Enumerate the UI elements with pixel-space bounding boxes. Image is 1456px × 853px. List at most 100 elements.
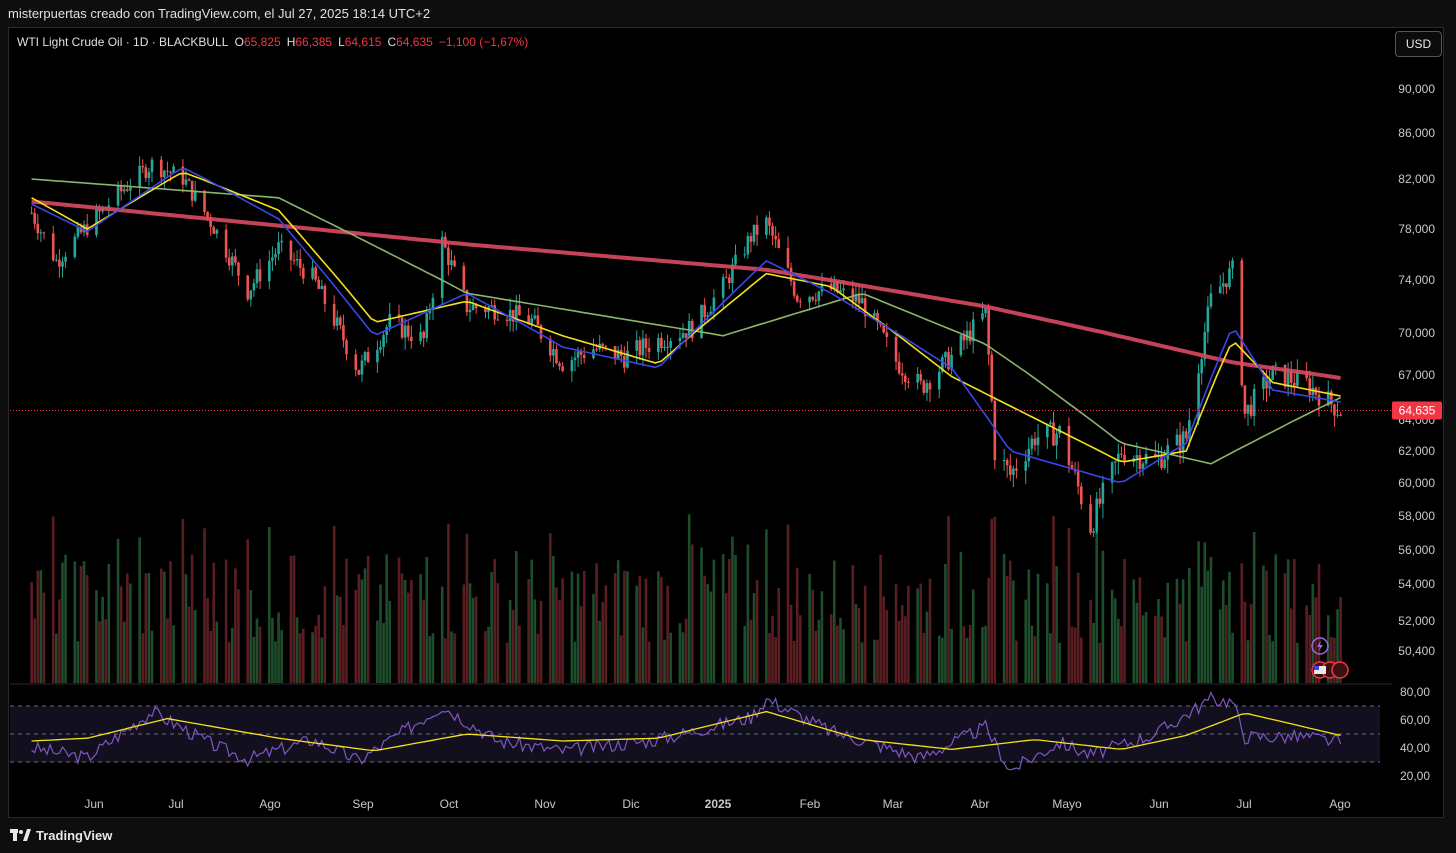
volume-bar bbox=[595, 563, 598, 683]
volume-bar bbox=[1243, 601, 1247, 683]
volume-bar bbox=[990, 518, 994, 683]
volume-bar bbox=[212, 562, 216, 683]
candle-body bbox=[1209, 293, 1213, 307]
candle-body bbox=[122, 189, 126, 192]
candle-body bbox=[684, 333, 688, 338]
volume-bar bbox=[493, 559, 496, 683]
price-axis-label: 82,000 bbox=[1398, 172, 1435, 186]
candle-body bbox=[1135, 455, 1139, 459]
volume-bar bbox=[598, 620, 601, 683]
volume-bar bbox=[1113, 598, 1117, 683]
candle-body bbox=[1110, 462, 1114, 483]
candle-body bbox=[292, 260, 296, 262]
candle-body bbox=[98, 209, 101, 212]
candle-body bbox=[1076, 471, 1080, 487]
volume-bar bbox=[39, 570, 43, 683]
candle-body bbox=[274, 254, 277, 258]
candle-body bbox=[904, 375, 907, 383]
volume-bar bbox=[382, 622, 385, 683]
tradingview-logo[interactable]: TradingView bbox=[10, 826, 112, 844]
candle-body bbox=[271, 257, 274, 261]
candle-body bbox=[854, 294, 858, 302]
volume-bar bbox=[1033, 636, 1037, 683]
volume-bar bbox=[1132, 579, 1136, 683]
volume-bar bbox=[298, 633, 302, 683]
volume-bar bbox=[511, 609, 515, 683]
candle-body bbox=[95, 209, 98, 236]
time-axis-label: Jun bbox=[1149, 797, 1168, 811]
candle-body bbox=[944, 352, 947, 358]
volume-bar bbox=[258, 626, 262, 683]
volume-bar bbox=[187, 606, 191, 683]
volume-bar bbox=[335, 595, 339, 683]
time-axis-label: Mayo bbox=[1052, 797, 1082, 811]
candle-body bbox=[51, 233, 55, 261]
volume-bar bbox=[1311, 583, 1315, 683]
volume-bar bbox=[1188, 567, 1191, 683]
volume-bar bbox=[193, 610, 197, 683]
moving-average-line bbox=[31, 199, 1341, 380]
time-axis-label: Mar bbox=[883, 797, 904, 811]
candle-body bbox=[471, 304, 475, 311]
chart-area[interactable] bbox=[8, 27, 1444, 818]
volume-bar bbox=[965, 637, 969, 683]
volume-bar bbox=[786, 524, 790, 683]
candle-body bbox=[1339, 414, 1342, 416]
volume-bar bbox=[1117, 618, 1120, 683]
candle-body bbox=[919, 374, 923, 381]
candle-body bbox=[709, 311, 713, 316]
volume-bar bbox=[1120, 626, 1123, 683]
volume-bar bbox=[860, 642, 864, 683]
currency-button[interactable]: USD bbox=[1395, 31, 1442, 57]
candle-body bbox=[1265, 377, 1268, 389]
volume-bar bbox=[1015, 640, 1018, 683]
candle-body bbox=[508, 309, 512, 322]
volume-bar bbox=[55, 633, 58, 683]
volume-bar bbox=[450, 631, 453, 683]
candle-body bbox=[212, 227, 216, 234]
volume-bar bbox=[1209, 556, 1213, 683]
volume-bar bbox=[873, 639, 876, 683]
candle-body bbox=[169, 171, 172, 173]
volume-bar bbox=[277, 612, 280, 683]
price-axis-label: 74,000 bbox=[1398, 273, 1435, 287]
volume-bar bbox=[570, 571, 574, 683]
volume-bar bbox=[209, 630, 212, 683]
candle-body bbox=[1015, 468, 1018, 471]
volume-bar bbox=[1076, 572, 1080, 683]
chart-caption: misterpuertas creado con TradingView.com… bbox=[0, 0, 1456, 27]
volume-bar bbox=[616, 560, 620, 683]
rsi-ma-line bbox=[31, 710, 1341, 752]
candle-body bbox=[119, 184, 123, 192]
candle-body bbox=[1181, 431, 1185, 452]
candle-body bbox=[33, 212, 36, 224]
candle-body bbox=[1138, 455, 1142, 469]
candle-body bbox=[613, 346, 617, 360]
candles bbox=[30, 155, 1342, 537]
volume-bar bbox=[508, 599, 512, 683]
volume-bar bbox=[85, 575, 89, 683]
volume-bar bbox=[1110, 589, 1114, 683]
candle-body bbox=[1289, 372, 1293, 383]
time-axis-label: Ago bbox=[1329, 797, 1351, 811]
candle-body bbox=[363, 352, 367, 361]
candle-body bbox=[552, 349, 555, 356]
volume-bar bbox=[765, 529, 768, 683]
candle-body bbox=[388, 314, 392, 328]
volume-bar bbox=[1049, 633, 1052, 683]
candle-body bbox=[817, 291, 821, 301]
volume-bar bbox=[440, 586, 444, 683]
volume-bar bbox=[746, 544, 750, 683]
volume-bar bbox=[876, 639, 879, 683]
candle-body bbox=[558, 363, 561, 367]
rsi-line bbox=[31, 690, 1342, 771]
candle-body bbox=[184, 179, 188, 185]
volume-bar bbox=[107, 563, 111, 683]
volume-bar bbox=[749, 619, 753, 683]
candle-body bbox=[962, 335, 966, 341]
candle-body bbox=[635, 340, 639, 351]
candle-body bbox=[1292, 382, 1296, 386]
candle-body bbox=[548, 338, 552, 356]
volume-bar bbox=[505, 642, 509, 683]
